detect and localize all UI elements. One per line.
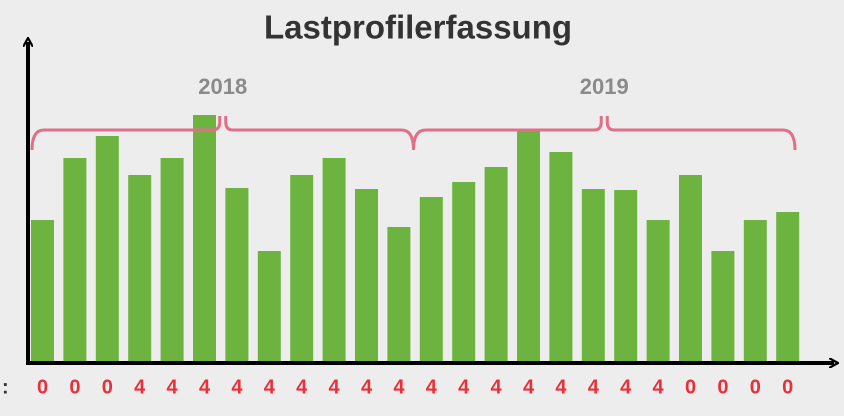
bottom-label: 4 [167,376,179,398]
bar [549,152,573,363]
row-label: : [2,376,9,398]
bottom-label: 4 [134,376,146,398]
group-bracket [412,116,797,151]
bar [452,182,476,363]
bottom-label: 4 [199,376,211,398]
bar [711,251,735,363]
bar [95,136,119,363]
bottom-label: 0 [37,376,48,398]
bar [31,220,54,363]
bottom-label: 0 [102,376,113,398]
bar [484,167,508,363]
bar [581,189,605,363]
bar [193,115,216,363]
bar [679,175,702,363]
bottom-label: 0 [69,376,80,398]
bar [419,197,443,363]
bottom-label: 0 [685,376,696,398]
group-bracket [30,116,415,151]
bottom-label: 0 [750,376,761,398]
bottom-label: 4 [458,376,470,398]
bottom-label: 4 [653,376,665,398]
bar [776,212,800,363]
bottom-label: 0 [782,376,793,398]
bottom-label: 4 [491,376,503,398]
bar [322,158,346,363]
bar [225,188,249,363]
bottom-label: 4 [264,376,276,398]
bar [63,158,87,363]
bottom-label: 4 [393,376,405,398]
bottom-label: 4 [588,376,600,398]
bottom-label: 4 [329,376,341,398]
bar [355,189,378,363]
bottom-label: 4 [231,376,243,398]
bottom-label: 4 [361,376,373,398]
bar [128,175,152,363]
group-label: 2018 [198,74,247,99]
bottom-label: 4 [426,376,438,398]
bar [646,220,670,363]
bottom-label: 4 [620,376,632,398]
bar [614,190,638,363]
bar [743,220,767,363]
bar [387,227,411,363]
bottom-label: 0 [717,376,728,398]
bottom-label: 4 [296,376,308,398]
chart-title: Lastprofilerfassung [264,9,572,46]
bar [257,251,281,363]
group-label: 2019 [580,74,629,99]
bar [290,175,314,363]
bottom-label: 4 [555,376,567,398]
bar [160,158,184,363]
bar [517,129,540,363]
bottom-label: 4 [523,376,535,398]
